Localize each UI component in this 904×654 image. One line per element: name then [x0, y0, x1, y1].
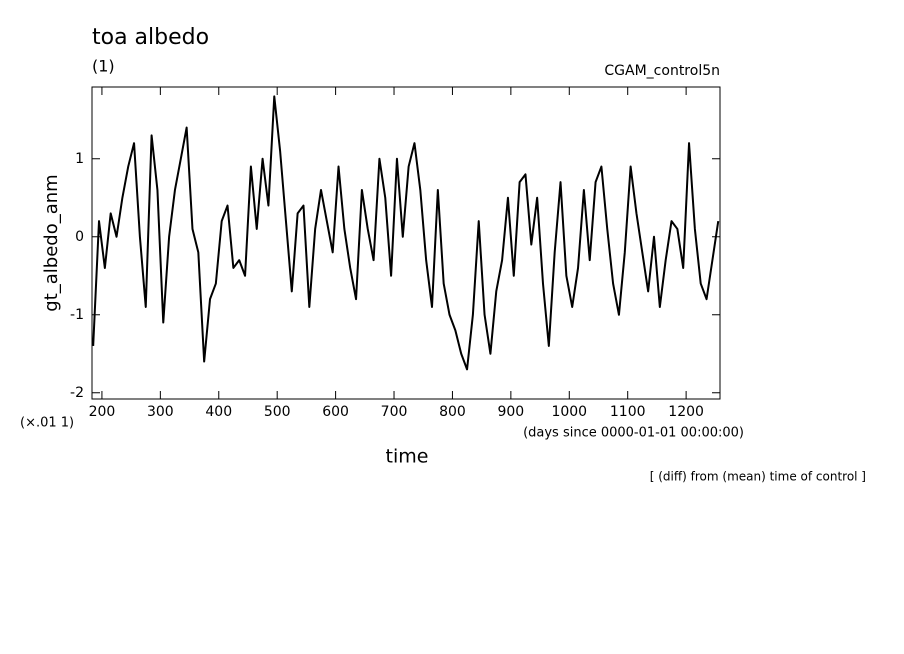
x-tick-label: 800	[439, 404, 466, 420]
y-tick-label: 1	[75, 151, 84, 167]
y-scale-note: (×.01 1)	[20, 416, 74, 431]
x-units: (days since 0000-01-01 00:00:00)	[523, 426, 744, 441]
x-tick-label: 600	[322, 404, 349, 420]
x-tick-label: 1000	[551, 404, 587, 420]
x-tick-label: 400	[205, 404, 232, 420]
chart-subtitle: (1)	[92, 57, 115, 76]
x-tick-label: 700	[381, 404, 408, 420]
x-axis-label: time	[386, 446, 429, 468]
x-tick-label: 1100	[610, 404, 646, 420]
x-tick-label: 900	[497, 404, 524, 420]
data-line	[92, 95, 720, 371]
note: [ (diff) from (mean) time of control ]	[650, 470, 866, 484]
y-tick-label: -1	[70, 307, 84, 323]
x-tick-label: 1200	[668, 404, 704, 420]
y-tick-label: -2	[70, 385, 84, 401]
chart-title: toa albedo	[92, 25, 209, 50]
x-tick-label: 200	[89, 404, 116, 420]
x-tick-label: 500	[264, 404, 291, 420]
y-axis-label: gt_albedo_anm	[41, 174, 62, 311]
plot-frame	[91, 86, 721, 400]
x-tick-label: 300	[147, 404, 174, 420]
dataset-label: CGAM_control5n	[604, 63, 720, 79]
y-tick-label: 0	[75, 229, 84, 245]
